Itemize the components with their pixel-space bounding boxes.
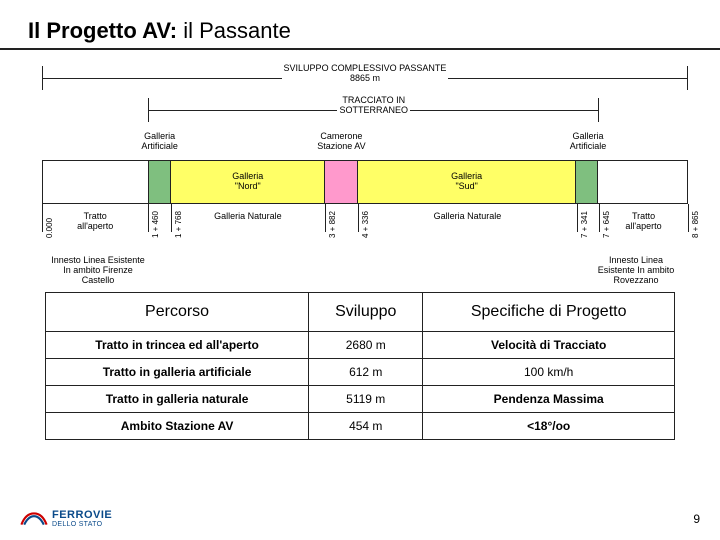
table-cell: Tratto in galleria artificiale — [46, 359, 309, 386]
table-cell: 5119 m — [309, 386, 423, 413]
km-tick — [577, 204, 578, 232]
span-sotter-label1: TRACCIATO IN — [342, 95, 405, 105]
table-row: Ambito Stazione AV454 m<18°/oo — [46, 413, 675, 440]
segment-ga1 — [149, 161, 171, 203]
table-cell: Tratto in galleria naturale — [46, 386, 309, 413]
segment-sud: Galleria"Sud" — [358, 161, 576, 203]
table-cell: Velocità di Tracciato — [423, 332, 675, 359]
table-cell: Ambito Stazione AV — [46, 413, 309, 440]
below-ta2: Trattoall'aperto — [599, 212, 688, 232]
logo-text: FERROVIE — [52, 509, 112, 521]
label-ga2: GalleriaArtificiale — [557, 132, 619, 152]
span-full-label1: SVILUPPO COMPLESSIVO PASSANTE — [284, 63, 447, 73]
table-row: Tratto in galleria naturale5119 mPendenz… — [46, 386, 675, 413]
ferrovie-logo-icon — [20, 510, 48, 528]
table-cell: 100 km/h — [423, 359, 675, 386]
innesto-right: Innesto LineaEsistente In ambitoRovezzan… — [576, 256, 696, 286]
page-number: 9 — [693, 512, 700, 526]
km-label: 7 + 341 — [580, 211, 589, 238]
segment-aperto2 — [598, 161, 687, 203]
innesto-left: Innesto Linea EsistenteIn ambito Firenze… — [28, 256, 168, 286]
table-cell: <18°/oo — [423, 413, 675, 440]
table-row: Tratto in galleria artificiale612 m100 k… — [46, 359, 675, 386]
below-gn1: Galleria Naturale — [171, 212, 325, 222]
span-sotter-label2: SOTTERRANEO — [339, 105, 408, 115]
table-cell: 454 m — [309, 413, 423, 440]
footer: FERROVIE DELLO STATO 9 — [20, 509, 700, 528]
segment-camerone — [325, 161, 358, 203]
km-tick — [325, 204, 326, 232]
page-title: Il Progetto AV: il Passante — [0, 0, 720, 50]
km-label: 3 + 882 — [328, 211, 337, 238]
segment-nord: Galleria"Nord" — [171, 161, 325, 203]
km-tick — [688, 204, 689, 232]
label-in-sud: Galleria"Sud" — [358, 172, 575, 192]
label-ga1: GalleriaArtificiale — [128, 132, 190, 152]
title-bold: Il Progetto AV: — [28, 18, 177, 43]
segment-aperto1 — [43, 161, 149, 203]
table-row: Tratto in trincea ed all'aperto2680 mVel… — [46, 332, 675, 359]
track-bar: Galleria"Nord" Galleria"Sud" — [42, 160, 688, 204]
span-full-label2: 8865 m — [350, 73, 380, 83]
title-light: il Passante — [177, 18, 291, 43]
table-cell: Pendenza Massima — [423, 386, 675, 413]
table-header: Percorso — [46, 293, 309, 332]
segment-ga2 — [576, 161, 598, 203]
table-header: Specifiche di Progetto — [423, 293, 675, 332]
km-tick — [148, 204, 149, 232]
below-gn2: Galleria Naturale — [358, 212, 577, 222]
table-cell: Tratto in trincea ed all'aperto — [46, 332, 309, 359]
label-in-nord: Galleria"Nord" — [171, 172, 324, 192]
table-header: Sviluppo — [309, 293, 423, 332]
below-ta1: Trattoall'aperto — [42, 212, 148, 232]
specs-table: PercorsoSviluppoSpecifiche di ProgettoTr… — [45, 292, 675, 440]
logo-subtext: DELLO STATO — [52, 521, 112, 528]
table-cell: 612 m — [309, 359, 423, 386]
ferrovie-logo: FERROVIE DELLO STATO — [20, 509, 112, 528]
km-label: 8 + 865 — [691, 211, 700, 238]
span-sotter: TRACCIATO IN SOTTERRANEO — [148, 98, 599, 122]
km-label: 1 + 460 — [151, 211, 160, 238]
label-camerone: CameroneStazione AV — [305, 132, 378, 152]
table-cell: 2680 m — [309, 332, 423, 359]
passante-diagram: SVILUPPO COMPLESSIVO PASSANTE 8865 m TRA… — [42, 64, 688, 274]
span-full: SVILUPPO COMPLESSIVO PASSANTE 8865 m — [42, 66, 688, 90]
